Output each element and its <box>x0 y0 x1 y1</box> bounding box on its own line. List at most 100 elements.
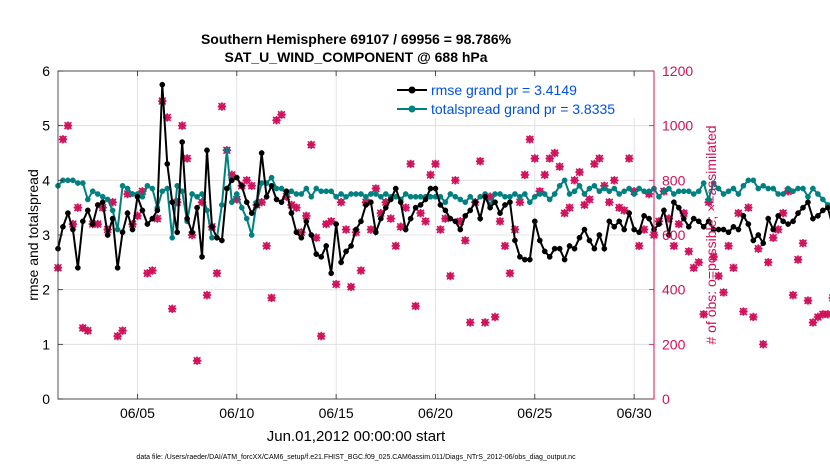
rmse-point <box>89 221 96 227</box>
totalspread-point <box>248 232 255 238</box>
legend-totalspread-label: totalspread grand pr = 3.8335 <box>431 101 615 117</box>
totalspread-point <box>75 180 81 186</box>
totalspread-point <box>675 188 682 195</box>
totalspread-point <box>507 193 513 200</box>
obs-assimilated-point <box>287 200 296 210</box>
totalspread-point <box>690 191 697 197</box>
totalspread-point <box>710 180 717 186</box>
rmse-point <box>502 202 508 208</box>
rmse-point <box>248 210 255 216</box>
rmse-point <box>526 256 533 263</box>
obs-assimilated-point <box>202 290 212 300</box>
y-right-tick-label: 600 <box>662 227 686 243</box>
y-right-tick-label: 1000 <box>662 118 693 134</box>
rmse-point <box>656 221 662 227</box>
x-tick-label: 06/20 <box>418 405 453 421</box>
y-right-tick-label: 0 <box>662 391 670 407</box>
obs-assimilated-point <box>297 228 306 237</box>
obs-assimilated-point <box>759 340 768 349</box>
rmse-point <box>209 223 215 230</box>
obs-assimilated-point <box>411 301 420 311</box>
rmse-point <box>204 147 210 154</box>
obs-assimilated-point <box>679 208 688 218</box>
obs-assimilated-point <box>689 263 698 272</box>
rmse-point <box>313 251 320 257</box>
totalspread-point <box>382 191 389 197</box>
obs-assimilated-point <box>480 318 490 327</box>
rmse-point <box>492 199 498 206</box>
totalspread-point <box>616 191 623 197</box>
rmse-point <box>700 223 707 230</box>
rmse-point <box>104 232 111 238</box>
totalspread-point <box>149 185 156 192</box>
rmse-point <box>159 81 166 88</box>
totalspread-point <box>79 180 86 186</box>
totalspread-point <box>323 188 330 195</box>
totalspread-point <box>606 188 613 195</box>
totalspread-point <box>99 193 106 200</box>
totalspread-point <box>278 185 285 192</box>
rmse-point <box>283 188 290 195</box>
legend-totalspread-marker <box>408 105 416 113</box>
rmse-point <box>805 199 811 206</box>
rmse-point <box>432 185 439 192</box>
obs-assimilated-point <box>585 195 594 204</box>
totalspread-point <box>492 191 498 197</box>
data-file-footer: data file: /Users/raeder/DAI/ATM_forcXX/… <box>136 454 576 461</box>
obs-assimilated-point <box>436 225 445 234</box>
totalspread-point <box>298 191 305 197</box>
rmse-point <box>333 221 339 227</box>
totalspread-point <box>795 185 801 192</box>
totalspread-point <box>725 188 732 195</box>
rmse-point <box>795 210 801 216</box>
rmse-point <box>109 215 116 222</box>
totalspread-point <box>477 193 484 200</box>
rmse-point <box>522 256 528 263</box>
rmse-point <box>755 232 762 238</box>
totalspread-point <box>114 226 121 233</box>
totalspread-point <box>800 185 806 192</box>
obs-assimilated-point <box>719 288 728 297</box>
totalspread-point <box>601 185 608 192</box>
rmse-point <box>462 213 469 219</box>
obs-assimilated-point <box>550 148 559 158</box>
rmse-point <box>720 226 727 233</box>
rmse-point <box>169 199 176 206</box>
rmse-point <box>616 218 623 225</box>
obs-assimilated-point <box>818 310 828 319</box>
rmse-point <box>228 177 235 184</box>
rmse-point <box>606 218 613 225</box>
rmse-point <box>129 226 136 233</box>
rmse-point <box>536 237 543 244</box>
obs-assimilated-point <box>754 244 763 253</box>
rmse-point <box>586 237 593 244</box>
rmse-point <box>765 215 772 222</box>
obs-assimilated-point <box>401 203 410 212</box>
totalspread-point <box>512 191 518 197</box>
totalspread-point <box>353 191 359 197</box>
rmse-point <box>402 226 409 233</box>
rmse-point <box>407 215 414 222</box>
rmse-point <box>253 202 260 208</box>
obs-assimilated-point <box>148 266 157 275</box>
obs-assimilated-point <box>461 236 470 245</box>
totalspread-point <box>447 191 454 197</box>
rmse-point <box>382 204 389 211</box>
obs-assimilated-point <box>257 198 266 207</box>
rmse-point <box>775 213 782 219</box>
totalspread-point <box>596 188 603 195</box>
obs-assimilated-point <box>769 233 778 242</box>
obs-assimilated-point <box>500 241 510 251</box>
obs-assimilated-point <box>778 208 788 218</box>
obs-assimilated-point <box>734 208 743 218</box>
totalspread-point <box>233 191 240 197</box>
totalspread-point <box>194 193 200 200</box>
rmse-point <box>238 182 245 189</box>
rmse-point <box>497 210 503 216</box>
rmse-point <box>368 199 374 206</box>
obs-assimilated-point <box>714 271 723 281</box>
rmse-point <box>338 259 344 266</box>
totalspread-point <box>402 191 409 197</box>
rmse-point <box>551 245 558 252</box>
obs-assimilated-point <box>595 154 604 163</box>
